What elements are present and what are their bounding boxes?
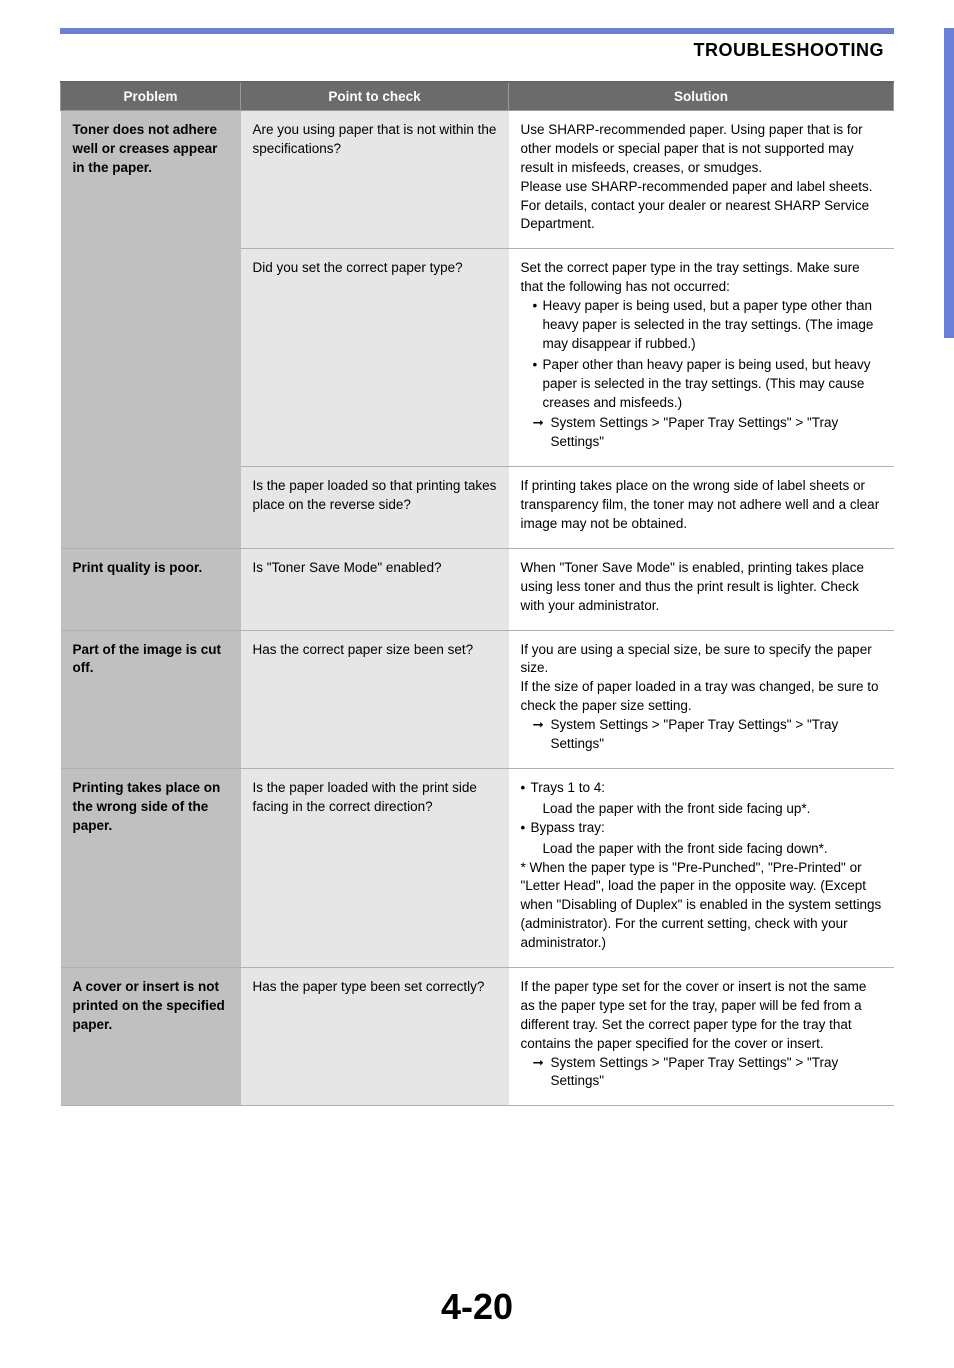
bullet-sub: Load the paper with the front side facin…: [521, 800, 882, 819]
solution-cell: Trays 1 to 4: Load the paper with the fr…: [509, 768, 894, 967]
point-cell: Is the paper loaded with the print side …: [241, 768, 509, 967]
point-cell: Has the correct paper size been set?: [241, 630, 509, 768]
right-edge-accent: [944, 28, 954, 338]
table-header-row: Problem Point to check Solution: [61, 82, 894, 111]
table-row: Toner does not adhere well or creases ap…: [61, 111, 894, 249]
col-header-problem: Problem: [61, 82, 241, 111]
problem-cell: A cover or insert is not printed on the …: [61, 967, 241, 1105]
bullet-item: Bypass tray:: [521, 819, 882, 838]
point-cell: Did you set the correct paper type?: [241, 249, 509, 467]
problem-cell: Print quality is poor.: [61, 548, 241, 630]
settings-path: System Settings > "Paper Tray Settings" …: [521, 1054, 882, 1092]
settings-path: System Settings > "Paper Tray Settings" …: [521, 716, 882, 754]
problem-cell: Toner does not adhere well or creases ap…: [61, 111, 241, 549]
table-row: Printing takes place on the wrong side o…: [61, 768, 894, 967]
solution-text: If the size of paper loaded in a tray wa…: [521, 678, 882, 716]
page-number: 4-20: [0, 1286, 954, 1328]
solution-text: Set the correct paper type in the tray s…: [521, 259, 882, 297]
solution-text: If you are using a special size, be sure…: [521, 641, 882, 679]
solution-cell: If printing takes place on the wrong sid…: [509, 467, 894, 549]
solution-text: If the paper type set for the cover or i…: [521, 978, 882, 1054]
table-row: Print quality is poor. Is "Toner Save Mo…: [61, 548, 894, 630]
problem-cell: Printing takes place on the wrong side o…: [61, 768, 241, 967]
col-header-solution: Solution: [509, 82, 894, 111]
bullet-item: Trays 1 to 4:: [521, 779, 882, 798]
problem-cell: Part of the image is cut off.: [61, 630, 241, 768]
solution-cell: Set the correct paper type in the tray s…: [509, 249, 894, 467]
bullet-sub: Load the paper with the front side facin…: [521, 840, 882, 859]
solution-cell: If the paper type set for the cover or i…: [509, 967, 894, 1105]
page-title: TROUBLESHOOTING: [0, 40, 884, 61]
troubleshooting-table: Problem Point to check Solution Toner do…: [60, 81, 894, 1106]
point-cell: Is "Toner Save Mode" enabled?: [241, 548, 509, 630]
bullet-item: Paper other than heavy paper is being us…: [533, 356, 882, 413]
point-cell: Has the paper type been set correctly?: [241, 967, 509, 1105]
solution-cell: When "Toner Save Mode" is enabled, print…: [509, 548, 894, 630]
solution-cell: If you are using a special size, be sure…: [509, 630, 894, 768]
col-header-point: Point to check: [241, 82, 509, 111]
solution-note: * When the paper type is "Pre-Punched", …: [521, 859, 882, 953]
table-row: Part of the image is cut off. Has the co…: [61, 630, 894, 768]
table-row: A cover or insert is not printed on the …: [61, 967, 894, 1105]
solution-cell: Use SHARP-recommended paper. Using paper…: [509, 111, 894, 249]
point-cell: Is the paper loaded so that printing tak…: [241, 467, 509, 549]
bullet-item: Heavy paper is being used, but a paper t…: [533, 297, 882, 354]
settings-path: System Settings > "Paper Tray Settings" …: [521, 414, 882, 452]
point-cell: Are you using paper that is not within t…: [241, 111, 509, 249]
page-container: TROUBLESHOOTING Problem Point to check S…: [0, 28, 954, 1368]
header-rule: [60, 28, 894, 34]
